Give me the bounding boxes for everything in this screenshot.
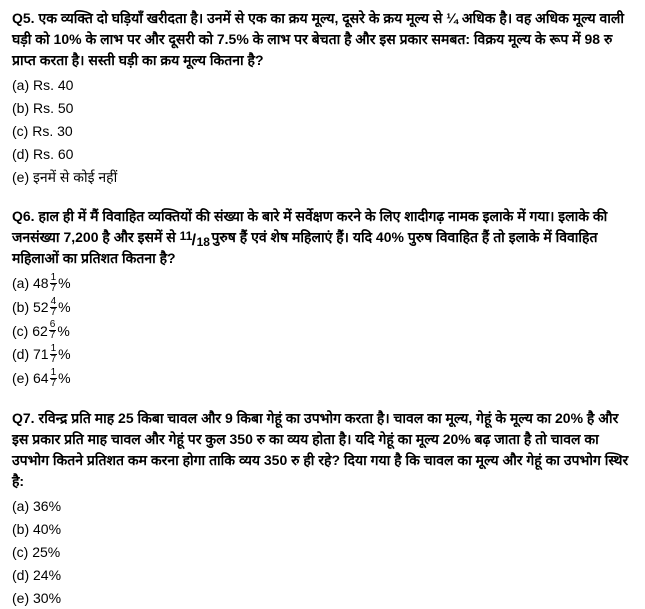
q5-option-c: (c) Rs. 30 — [12, 121, 633, 142]
q6-d-den: 7 — [50, 355, 58, 365]
q6-option-d: (d) 7117% — [12, 344, 633, 366]
question-6: Q6. हाल ही में मैं विवाहित व्यक्तियों की… — [12, 206, 633, 390]
q5-option-d: (d) Rs. 60 — [12, 144, 633, 165]
q6-a-pre: (a) 48 — [12, 275, 49, 291]
q5-option-e: (e) इनमें से कोई नहीं — [12, 167, 633, 188]
q5-option-b: (b) Rs. 50 — [12, 98, 633, 119]
q7-option-d: (d) 24% — [12, 565, 633, 586]
q6-d-pre: (d) 71 — [12, 346, 49, 362]
q7-label: Q7. — [12, 410, 35, 426]
q5-text: Q5. एक व्यक्ति दो घड़ियाँ खरीदता है। उनम… — [12, 8, 633, 71]
q6-d-frac: 17 — [50, 344, 58, 365]
q7-text: Q7. रविन्द्र प्रति माह 25 किबा चावल और 9… — [12, 408, 633, 492]
q5-label: Q5. — [12, 10, 35, 26]
q6-a-post: % — [58, 275, 70, 291]
q6-b-num: 4 — [50, 297, 58, 308]
q6-option-a: (a) 4817% — [12, 273, 633, 295]
q6-e-pre: (e) 64 — [12, 370, 49, 386]
q6-b-post: % — [58, 299, 70, 315]
question-7: Q7. रविन्द्र प्रति माह 25 किबा चावल और 9… — [12, 408, 633, 609]
q7-options: (a) 36% (b) 40% (c) 25% (d) 24% (e) 30% — [12, 496, 633, 609]
q6-e-frac: 17 — [50, 368, 58, 389]
q6-d-post: % — [58, 346, 70, 362]
q6-options: (a) 4817% (b) 5247% (c) 6267% (d) 7117% … — [12, 273, 633, 390]
question-5: Q5. एक व्यक्ति दो घड़ियाँ खरीदता है। उनम… — [12, 8, 633, 188]
q7-option-a: (a) 36% — [12, 496, 633, 517]
q6-fraction: 11/18 — [180, 229, 208, 247]
q6-option-b: (b) 5247% — [12, 297, 633, 319]
q6-text: Q6. हाल ही में मैं विवाहित व्यक्तियों की… — [12, 206, 633, 269]
q6-option-e: (e) 6417% — [12, 368, 633, 390]
q7-body: रविन्द्र प्रति माह 25 किबा चावल और 9 किब… — [12, 410, 628, 489]
q6-e-den: 7 — [50, 379, 58, 389]
q6-frac-den: 18 — [197, 233, 210, 251]
q6-b-pre: (b) 52 — [12, 299, 49, 315]
q6-option-c: (c) 6267% — [12, 321, 633, 343]
q6-c-frac: 67 — [49, 320, 57, 341]
q6-e-post: % — [58, 370, 70, 386]
q6-c-den: 7 — [49, 331, 57, 341]
q6-b-den: 7 — [50, 308, 58, 318]
q6-c-post: % — [57, 323, 69, 339]
q6-a-den: 7 — [50, 284, 58, 294]
q7-option-b: (b) 40% — [12, 519, 633, 540]
q7-option-e: (e) 30% — [12, 588, 633, 609]
q6-c-pre: (c) 62 — [12, 323, 48, 339]
q5-body: एक व्यक्ति दो घड़ियाँ खरीदता है। उनमें स… — [12, 10, 624, 68]
q5-options: (a) Rs. 40 (b) Rs. 50 (c) Rs. 30 (d) Rs.… — [12, 75, 633, 188]
q6-frac-num: 11 — [180, 227, 193, 245]
q5-option-a: (a) Rs. 40 — [12, 75, 633, 96]
q6-label: Q6. — [12, 208, 35, 224]
slash-icon: / — [192, 229, 196, 253]
q6-a-frac: 17 — [50, 273, 58, 294]
q7-option-c: (c) 25% — [12, 542, 633, 563]
q6-b-frac: 47 — [50, 297, 58, 318]
